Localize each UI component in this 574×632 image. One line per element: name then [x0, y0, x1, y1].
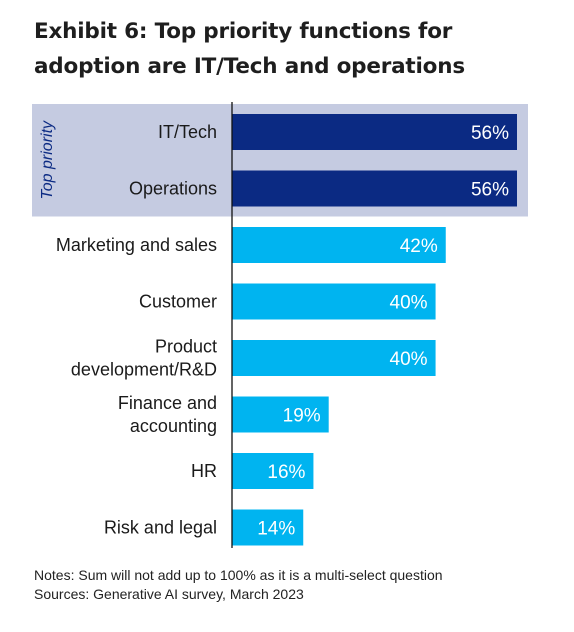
category-label-1: Operations — [129, 179, 217, 199]
bar-7 — [232, 509, 304, 546]
value-label-2: 42% — [400, 236, 438, 257]
category-label-4: Product development/R&D — [71, 337, 217, 380]
category-label-7: Risk and legal — [104, 518, 217, 538]
category-label-3: Customer — [139, 292, 217, 312]
top-priority-label: Top priority — [39, 120, 56, 200]
bar-4 — [232, 340, 436, 376]
bar-1 — [232, 170, 517, 207]
chart-title: Exhibit 6: Top priority functions for ad… — [34, 14, 554, 84]
value-label-4: 40% — [390, 349, 428, 370]
chart-title-line-2: adoption are IT/Tech and operations — [34, 54, 465, 79]
bars-group — [232, 114, 517, 546]
value-label-6: 16% — [267, 462, 305, 483]
sources-text: Sources: Generative AI survey, March 202… — [34, 586, 304, 602]
bar-2 — [232, 227, 446, 263]
notes-text: Notes: Sum will not add up to 100% as it… — [34, 567, 443, 583]
category-label-0: IT/Tech — [158, 122, 217, 142]
bar-6 — [232, 453, 314, 489]
value-label-5: 19% — [283, 406, 321, 427]
value-label-0: 56% — [471, 123, 509, 144]
value-labels-group: 56% 56% 42% 40% 40% 19% 16% 14% — [257, 123, 509, 540]
category-label-2: Marketing and sales — [56, 235, 217, 255]
value-label-3: 40% — [390, 293, 428, 314]
bar-5 — [232, 396, 329, 433]
category-labels-group: IT/Tech Operations Marketing and sales Cust… — [56, 122, 217, 538]
notes-block: Notes: Sum will not add up to 100% as it… — [34, 566, 443, 604]
value-label-7: 14% — [257, 519, 295, 540]
category-label-5: Finance and accounting — [118, 393, 217, 436]
category-label-6: HR — [191, 461, 217, 481]
bar-3 — [232, 283, 436, 320]
chart-title-line-1: Exhibit 6: Top priority functions for — [34, 19, 453, 44]
bar-0 — [232, 114, 517, 150]
value-label-1: 56% — [471, 180, 509, 201]
